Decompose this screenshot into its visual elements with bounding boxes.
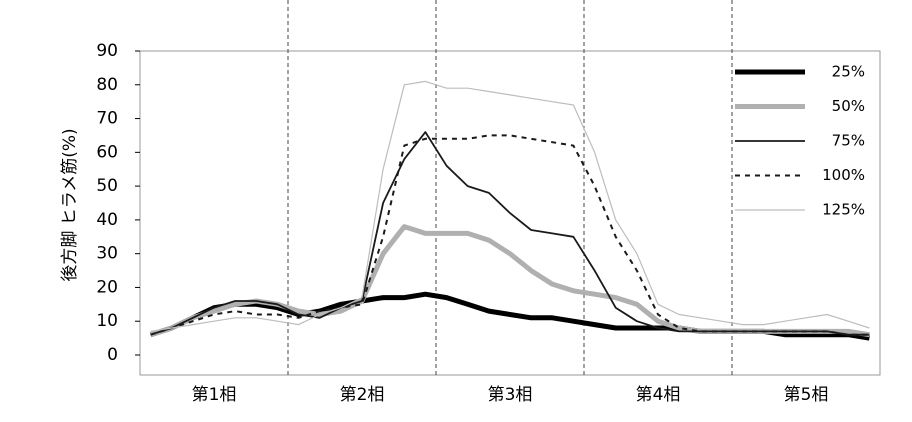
x-tick-label: 第1相 [192, 385, 237, 405]
y-tick-label: 80 [96, 75, 118, 95]
y-tick-label: 50 [96, 176, 118, 196]
legend-label: 50% [832, 97, 865, 115]
legend-label: 125% [822, 201, 865, 219]
y-tick-label: 0 [107, 345, 118, 365]
x-tick-label: 第4相 [636, 385, 681, 405]
y-tick-label: 60 [96, 142, 118, 162]
legend-label: 75% [832, 132, 865, 150]
legend-label: 100% [822, 166, 865, 184]
y-tick-label: 40 [96, 210, 118, 230]
y-tick-label: 10 [96, 311, 118, 331]
plot-frame [139, 50, 881, 376]
y-tick-label: 90 [96, 41, 118, 61]
legend-label: 25% [832, 63, 865, 81]
x-tick-label: 第2相 [340, 385, 385, 405]
y-tick-label: 70 [96, 109, 118, 129]
x-tick-label: 第5相 [784, 385, 829, 405]
series-line [150, 134, 870, 336]
y-axis-label: 後方脚 ヒラメ筋(%) [60, 128, 80, 281]
series-line [150, 80, 870, 332]
y-tick-label: 30 [96, 244, 118, 264]
series-line [150, 131, 870, 336]
x-tick-label: 第3相 [488, 385, 533, 405]
y-tick-label: 20 [96, 277, 118, 297]
